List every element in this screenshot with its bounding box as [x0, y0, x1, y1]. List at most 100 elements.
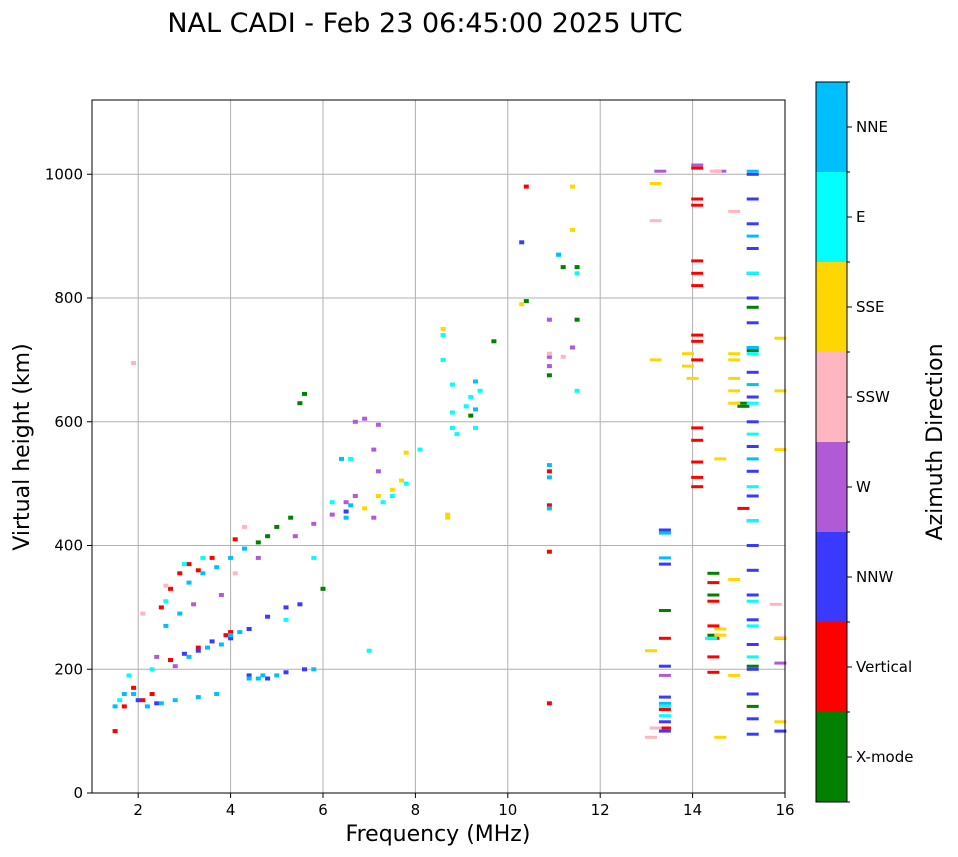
data-point-w [292, 534, 298, 539]
data-point-nne [237, 630, 243, 635]
data-point-nne [112, 704, 118, 709]
data-point-x-mode [468, 413, 474, 418]
data-point-x-mode [574, 317, 580, 322]
data-point-ssw [163, 583, 169, 588]
data-point-e [449, 410, 455, 415]
data-point-vertical [158, 605, 164, 610]
y-tick-label: 600 [54, 413, 83, 431]
data-point-x-mode [737, 404, 750, 408]
data-point-sse [728, 376, 741, 380]
colorbar-category-label: X-mode [856, 748, 913, 766]
y-tick-label: 200 [54, 660, 83, 678]
data-point-w [255, 555, 261, 560]
data-point-w [362, 416, 368, 421]
data-point-x-mode [746, 704, 759, 708]
data-point-nnw [658, 562, 671, 566]
data-point-ssw [649, 219, 662, 223]
data-point-vertical [228, 630, 234, 635]
colorbar-category-label: SSW [856, 388, 890, 406]
data-point-e [574, 271, 580, 276]
data-point-vertical [691, 271, 704, 275]
data-point-vertical [177, 571, 183, 576]
data-point-e [746, 401, 759, 405]
data-point-sse [570, 184, 575, 189]
colorbar-segment [816, 622, 847, 712]
data-point-nne [200, 571, 206, 576]
data-point-ssw [728, 209, 741, 213]
data-point-nne [473, 379, 478, 384]
data-point-vertical [112, 729, 118, 734]
data-point-x-mode [707, 571, 720, 575]
data-point-w [546, 364, 552, 369]
y-axis-label: Virtual height (km) [10, 343, 35, 550]
data-point-sse [645, 649, 657, 653]
data-point-w [154, 654, 160, 659]
data-point-sse [375, 494, 381, 498]
data-point-nnw [746, 197, 759, 201]
data-point-nne [195, 695, 201, 700]
x-tick-label: 16 [775, 801, 794, 819]
data-point-w [329, 512, 335, 517]
data-point-e [200, 555, 206, 560]
data-point-e [746, 485, 759, 489]
data-point-nnw [658, 729, 671, 733]
data-point-ssw [242, 524, 247, 529]
data-point-nnw [181, 651, 187, 656]
data-point-e [440, 333, 446, 338]
data-point-vertical [168, 586, 173, 591]
data-point-sse [728, 389, 741, 393]
data-point-e [366, 648, 372, 653]
x-tick-label: 4 [226, 801, 236, 819]
colorbar-category-label: E [856, 208, 865, 226]
data-point-e [181, 562, 187, 567]
colorbar-category-label: W [856, 478, 871, 496]
data-point-nnw [265, 614, 271, 619]
data-point-vertical [658, 708, 671, 711]
data-point-vertical [691, 284, 704, 288]
data-point-nnw [658, 720, 671, 724]
data-point-vertical [691, 485, 704, 489]
data-point-e [746, 271, 759, 275]
data-point-x-mode [737, 401, 750, 405]
data-point-nnw [746, 717, 759, 721]
data-point-vertical [707, 670, 720, 674]
data-point-w [172, 664, 178, 669]
data-point-vertical [707, 655, 720, 659]
data-point-nnw [246, 627, 252, 631]
data-point-vertical [546, 701, 552, 706]
data-point-e [117, 698, 123, 703]
y-tick-label: 800 [54, 289, 83, 307]
data-point-sse [728, 673, 741, 677]
data-point-nne [242, 546, 247, 551]
data-point-nne [658, 556, 671, 560]
data-point-e [389, 494, 395, 498]
data-point-x-mode [746, 664, 759, 668]
data-point-sse [440, 326, 446, 331]
data-point-x-mode [302, 391, 307, 396]
data-point-nnw [135, 698, 141, 703]
colorbar-frame [815, 81, 848, 803]
data-point-nne [343, 515, 349, 520]
data-point-vertical [737, 506, 750, 510]
data-point-x-mode [746, 349, 759, 353]
data-point-w [371, 515, 377, 520]
data-point-e [477, 388, 483, 393]
data-point-nne [228, 633, 234, 638]
data-point-w [311, 521, 317, 526]
data-point-nne [746, 457, 759, 461]
data-point-vertical [140, 698, 146, 703]
data-point-e [468, 395, 474, 399]
data-point-nne [348, 503, 354, 508]
data-point-vertical [546, 503, 552, 508]
data-point-ssw [649, 726, 662, 730]
data-point-e [163, 599, 169, 604]
data-point-vertical [691, 259, 704, 263]
y-tick-label: 0 [73, 784, 83, 802]
data-point-nnw [228, 636, 234, 641]
x-tick-label: 10 [498, 801, 517, 819]
data-point-vertical [691, 460, 704, 464]
data-point-e [746, 432, 759, 436]
data-point-vertical [707, 624, 720, 628]
data-point-nnw [746, 494, 759, 498]
grid-lines [92, 100, 786, 794]
